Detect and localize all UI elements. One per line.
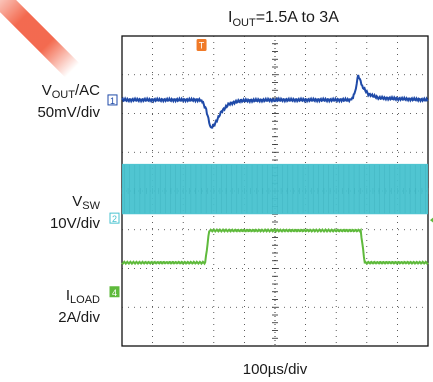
- channel1-name: VOUT/AC: [41, 82, 100, 101]
- trigger-level-arrow: [430, 217, 433, 223]
- channel4-name: ILOAD: [65, 287, 100, 306]
- channel2-name: VSW: [72, 193, 100, 212]
- channel4-scale: 2A/div: [58, 309, 100, 326]
- chart-title: IOUT=1.5A to 3A: [228, 9, 339, 29]
- trigger-marker-text: T: [199, 41, 205, 51]
- channel4-label: ILOAD 2A/div: [58, 287, 100, 326]
- channel4-marker: 4: [109, 286, 120, 298]
- channel1-marker: 1: [107, 94, 118, 106]
- channel-markers: 1 2 4 T: [107, 39, 433, 298]
- channel2-scale: 10V/div: [49, 215, 100, 232]
- vout-trace: [121, 74, 429, 129]
- title-subscript: OUT: [232, 17, 256, 29]
- iload-trace: [121, 227, 429, 266]
- channel2-marker: 2: [109, 212, 120, 224]
- channel4-marker-text: 4: [112, 288, 117, 298]
- vsw-band: [122, 163, 428, 215]
- trigger-marker: T: [196, 39, 207, 51]
- traces: [121, 74, 429, 266]
- channel4-marker-box: [109, 286, 120, 298]
- trigger-marker-box: [196, 39, 207, 51]
- channel2-label: VSW 10V/div: [50, 193, 100, 232]
- channel1-marker-text: 1: [110, 96, 115, 106]
- title-rest: =1.5A to 3A: [256, 9, 340, 26]
- channel1-marker-box: [107, 94, 118, 106]
- x-axis-label: 100µs/div: [243, 361, 308, 378]
- channel2-marker-text: 2: [112, 214, 117, 224]
- title-main: I: [228, 9, 232, 26]
- channel1-label: VOUT/AC 50mV/div: [37, 82, 100, 121]
- channel2-marker-box: [109, 212, 120, 224]
- channel1-scale: 50mV/div: [37, 104, 100, 121]
